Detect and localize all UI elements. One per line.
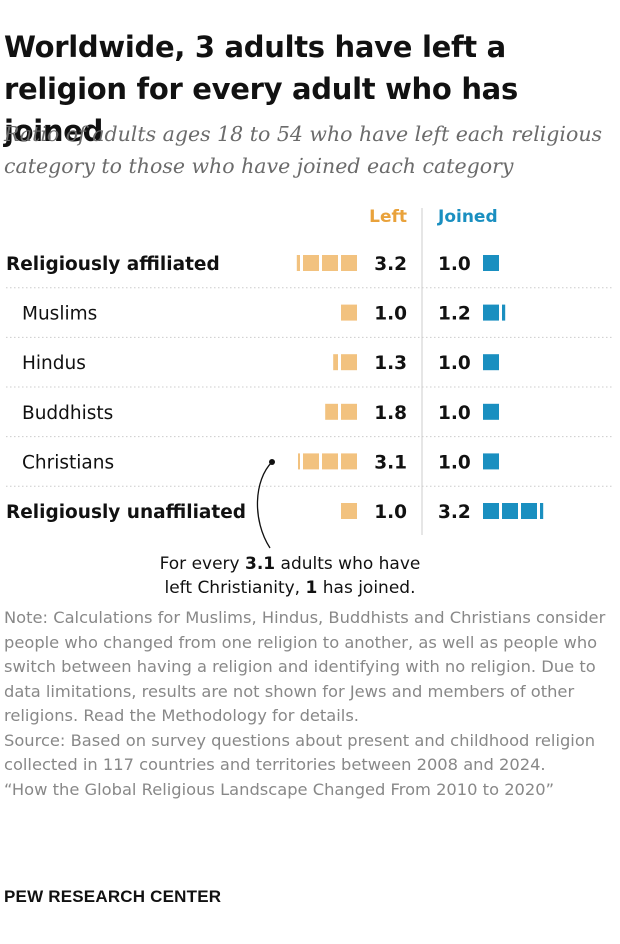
bar-left-unit (303, 255, 319, 271)
value-label-joined: 1.0 (438, 403, 471, 424)
pew-logo: PEW RESEARCH CENTER (4, 887, 222, 906)
bar-left-partial (298, 453, 300, 470)
bar-joined-unit (502, 503, 518, 519)
chart-title: Worldwide, 3 adults have left a religion… (4, 30, 518, 148)
bar-left-unit (322, 453, 338, 470)
callout-bold-value: 3.1 (245, 554, 276, 574)
bar-left-unit (341, 403, 357, 420)
callout-pointer (256, 461, 273, 549)
bar-left-unit (341, 503, 357, 519)
bar-left-partial (333, 354, 338, 371)
notes: Note: Calculations for Muslims, Hindus, … (4, 606, 616, 802)
chart-subtitle: Ratio of adults ages 18 to 54 who have l… (4, 122, 603, 178)
callout-text: adults who have (275, 554, 421, 574)
bar-joined-unit (483, 503, 499, 519)
value-label-joined: 1.0 (438, 254, 471, 275)
bar-joined-partial (540, 503, 544, 519)
callout-text: has joined. (317, 578, 416, 598)
chart: Left Joined Religiously affiliated 3.2 1.0… (6, 207, 612, 549)
category-label: Christians (22, 452, 114, 473)
bar-joined-unit (483, 304, 499, 321)
bar-left-unit (322, 255, 338, 271)
note-text: Note: Calculations for Muslims, Hindus, … (4, 608, 606, 725)
value-label-left: 3.1 (374, 452, 407, 473)
bar-joined-unit (521, 503, 537, 519)
value-label-left: 1.8 (374, 403, 407, 424)
legend-left-label: Left (369, 207, 407, 227)
category-label: Muslims (22, 304, 97, 325)
value-label-left: 1.0 (374, 502, 407, 523)
bar-joined-unit (483, 354, 499, 371)
value-label-left: 1.0 (374, 304, 407, 325)
bar-left-unit (341, 255, 357, 271)
bar-joined-unit (483, 255, 499, 271)
bar-joined-partial (502, 304, 506, 321)
legend-joined-label: Joined (437, 207, 498, 227)
callout-annotation: For every 3.1 adults who have left Chris… (120, 552, 460, 600)
category-label: Hindus (22, 353, 86, 374)
bar-joined-unit (483, 403, 499, 420)
category-label: Religiously affiliated (6, 254, 220, 275)
category-label: Buddhists (22, 403, 113, 424)
callout-text: left Christianity, (164, 578, 306, 598)
value-label-joined: 3.2 (438, 502, 471, 523)
callout-bold-value: 1 (305, 578, 318, 598)
category-label: Religiously unaffiliated (6, 502, 246, 523)
report-title: “How the Global Religious Landscape Chan… (4, 779, 555, 799)
bar-left-unit (341, 453, 357, 470)
source-text: Source: Based on survey questions about … (4, 730, 596, 775)
bar-left-unit (341, 304, 357, 321)
value-label-joined: 1.0 (438, 452, 471, 473)
callout-text: For every (159, 554, 246, 574)
callout-dot (269, 459, 275, 465)
value-label-left: 3.2 (374, 254, 407, 275)
bar-left-unit (341, 354, 357, 371)
bar-left-unit (303, 453, 319, 470)
bar-left-partial (325, 403, 338, 420)
bar-joined-unit (483, 453, 499, 470)
value-label-left: 1.3 (374, 353, 407, 374)
value-label-joined: 1.0 (438, 353, 471, 374)
bar-left-partial (296, 255, 300, 271)
value-label-joined: 1.2 (438, 304, 471, 325)
